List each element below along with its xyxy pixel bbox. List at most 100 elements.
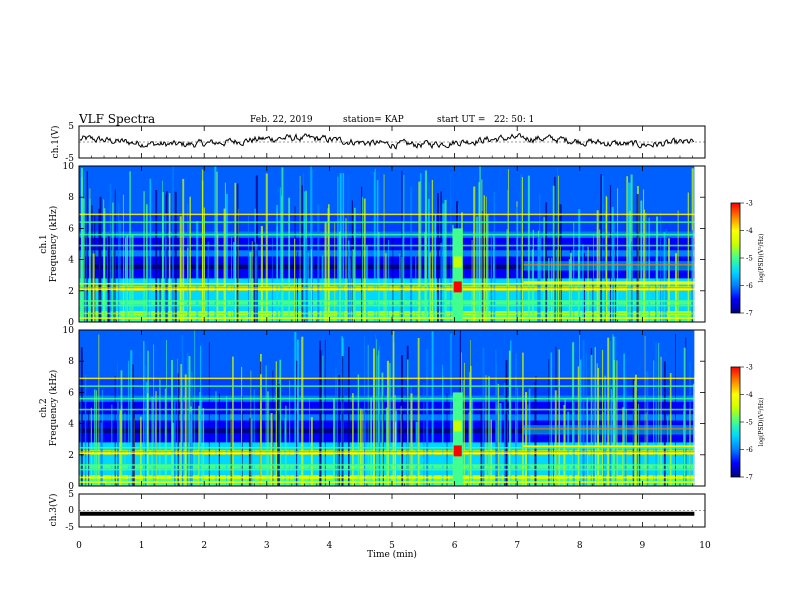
spectrogram-streak	[299, 175, 301, 322]
spectrogram-streak	[162, 180, 163, 322]
spectrogram-streak	[480, 402, 483, 486]
time-tick-label: 5	[389, 541, 395, 551]
spectrogram-streak	[180, 364, 183, 486]
spectrogram-streak	[177, 358, 178, 486]
spectrogram-streak	[122, 194, 124, 322]
spectrogram-streak	[82, 198, 85, 322]
spectrogram-streak	[279, 187, 281, 322]
spectrogram-streak	[636, 391, 638, 486]
spectrogram-streak	[655, 249, 657, 322]
spectrogram-streak	[80, 347, 83, 486]
spectrogram-streak	[180, 248, 181, 322]
spectrogram-streak	[471, 240, 473, 322]
spectrogram-streak	[665, 228, 667, 322]
spectrogram-streak	[410, 393, 413, 486]
spectrogram-streak	[341, 356, 344, 486]
spectrogram-streak	[440, 242, 443, 322]
spectrogram-streak	[232, 356, 234, 486]
spectrogram-streak	[111, 404, 113, 486]
spectrogram-streak	[388, 239, 389, 322]
colorbar-tick-label: -7	[746, 474, 753, 482]
spectrogram-streak	[462, 380, 464, 486]
spectrogram-streak	[527, 404, 529, 486]
freq-tick-label: 0	[68, 318, 74, 328]
spectrogram-streak	[303, 191, 306, 322]
spectrogram-streak	[527, 175, 530, 322]
spectrogram-streak	[471, 398, 473, 486]
spectrogram-shift-band	[523, 425, 695, 435]
spectrogram-streak	[233, 242, 236, 322]
spectrogram-streak	[294, 238, 296, 322]
freq-tick-label: 6	[68, 388, 74, 398]
spectrogram-streak	[616, 360, 618, 486]
spectrogram-streak	[181, 335, 184, 486]
spectrogram-streak	[248, 215, 249, 322]
spectrogram-streak	[225, 395, 228, 486]
spectrogram-streak	[201, 400, 203, 486]
colorbar-tick-label: -5	[746, 255, 753, 263]
spectrogram-streak	[166, 340, 167, 486]
ch1-spectrogram-panel: 0 2 4 6 8 10 ch.1 Frequency (kHz)	[39, 162, 706, 328]
spectrogram-streak	[554, 176, 556, 322]
spectrogram-streak	[170, 359, 174, 486]
spectrogram-streak	[249, 251, 252, 322]
spectrogram-streak	[174, 191, 177, 322]
spectrogram-tone	[79, 451, 695, 453]
spectrogram-streak	[86, 171, 88, 322]
spectrogram-streak	[373, 172, 375, 322]
spectrogram-streak	[334, 221, 336, 322]
spectrogram-streak	[223, 208, 226, 322]
colorbar-tick-label: -4	[746, 227, 753, 235]
spectrogram-streak	[577, 250, 580, 322]
spectrogram-streak	[281, 167, 284, 322]
spectrogram-streak	[503, 383, 506, 486]
spectrogram-streak	[119, 220, 121, 322]
spectrogram-event-core	[453, 281, 462, 293]
spectrogram-streak	[485, 375, 487, 486]
spectrogram-streak	[255, 243, 258, 322]
spectrogram-streak	[376, 339, 378, 486]
ch1-spectrogram-yticks: 0 2 4 6 8 10	[63, 162, 705, 328]
freq-tick-label: 2	[68, 287, 74, 297]
spectrogram-streak	[400, 406, 402, 486]
freq-tick-label: 4	[68, 256, 74, 266]
spectrogram-streak	[187, 248, 189, 322]
spectrogram-streak	[364, 336, 366, 486]
ch3-ytick-bottom: -5	[65, 523, 74, 533]
spectrogram-streak	[301, 185, 303, 322]
spectrogram-streak	[94, 389, 96, 486]
spectrogram-streak	[357, 374, 360, 486]
spectrogram-streak	[310, 166, 312, 322]
spectrogram-streak	[385, 407, 388, 486]
freq-tick-label: 8	[68, 357, 74, 367]
time-axis-label: Time (min)	[367, 549, 417, 560]
spectrogram-streak	[372, 348, 375, 486]
ch3-waveform-ylabel: ch.3(V)	[48, 494, 59, 527]
spectrogram-streak	[328, 204, 330, 322]
spectrogram-streak	[217, 233, 219, 322]
spectrogram-streak	[400, 355, 404, 486]
spectrogram-tone	[79, 377, 695, 380]
colorbar-tick-label: -3	[746, 364, 753, 372]
spectrogram-streak	[324, 221, 327, 322]
spectrogram-streak	[305, 238, 308, 322]
spectrogram-streak	[168, 193, 171, 322]
ch3-ytick-mid: 0	[68, 506, 74, 516]
ch2-spectrogram-yticks: 0 2 4 6 8 10	[63, 326, 705, 492]
spectrogram-streak	[426, 348, 429, 486]
spectrogram-streak	[98, 208, 101, 322]
time-axis-ticks: 0 1 2 3 4 5 6 7 8 9 10	[76, 126, 711, 551]
spectrogram-streak	[558, 349, 560, 486]
spectrogram-streak	[361, 186, 363, 322]
spectrogram-streak	[516, 206, 518, 322]
spectrogram-streak	[427, 198, 430, 322]
spectrogram-streak	[505, 359, 508, 486]
spectrogram-streak	[610, 389, 613, 486]
spectrogram-shift-tone	[523, 445, 695, 447]
ch2-colorbar-ticks: -3 -4 -5 -6 -7	[740, 364, 753, 482]
spectrogram-streak	[361, 196, 364, 322]
spectrogram-streak	[189, 196, 191, 322]
time-tick-label: 0	[76, 541, 82, 551]
spectrogram-streak	[226, 193, 228, 322]
spectrogram-streak	[144, 365, 147, 486]
